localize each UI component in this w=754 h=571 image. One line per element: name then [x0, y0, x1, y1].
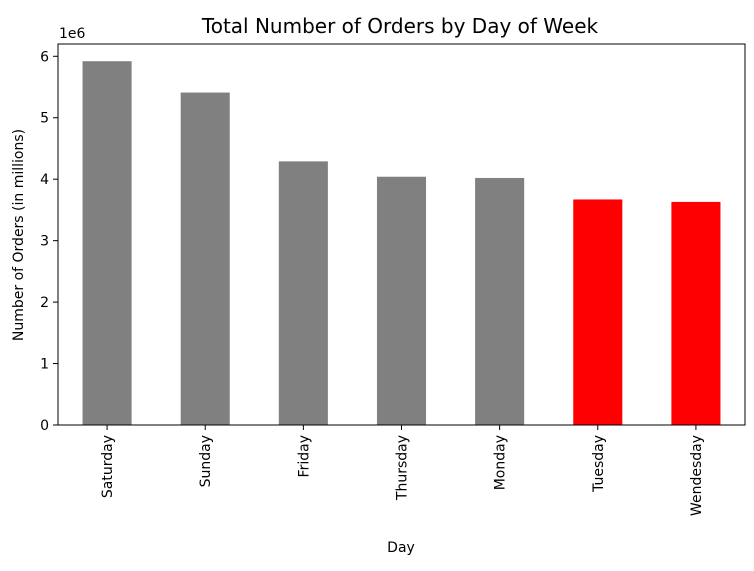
bar-monday — [475, 177, 525, 425]
y-tick-label: 4 — [40, 172, 49, 188]
bar-tuesday — [573, 199, 623, 425]
y-tick-label: 2 — [40, 295, 49, 311]
bar-friday — [278, 161, 328, 425]
y-axis-label: Number of Orders (in millions) — [11, 129, 27, 341]
y-tick-label: 1 — [40, 357, 49, 373]
bar-wendesday — [671, 201, 721, 425]
y-tick-label: 6 — [40, 49, 49, 65]
x-tick-label-saturday: Saturday — [100, 435, 116, 498]
y-tick-label: 0 — [40, 418, 49, 434]
y-axis-offset-label: 1e6 — [59, 26, 86, 42]
y-tick-label: 3 — [40, 234, 49, 250]
x-tick-label-thursday: Thursday — [395, 435, 411, 501]
x-tick-label-monday: Monday — [493, 435, 509, 490]
x-tick-label-sunday: Sunday — [198, 435, 214, 487]
x-tick-label-wendesday: Wendesday — [689, 435, 705, 516]
bar-thursday — [376, 176, 427, 425]
x-axis-label: Day — [387, 540, 415, 556]
bar-sunday — [180, 92, 230, 426]
chart-title: Total Number of Orders by Day of Week — [201, 14, 599, 38]
plot-area: 0 1 2 3 4 5 6 Saturday Sunday Friday Thursday Monda… — [40, 43, 746, 516]
x-tick-label-tuesday: Tuesday — [591, 435, 607, 493]
bar-saturday — [82, 61, 132, 426]
y-tick-label: 5 — [40, 111, 49, 127]
x-tick-label-friday: Friday — [296, 435, 312, 477]
